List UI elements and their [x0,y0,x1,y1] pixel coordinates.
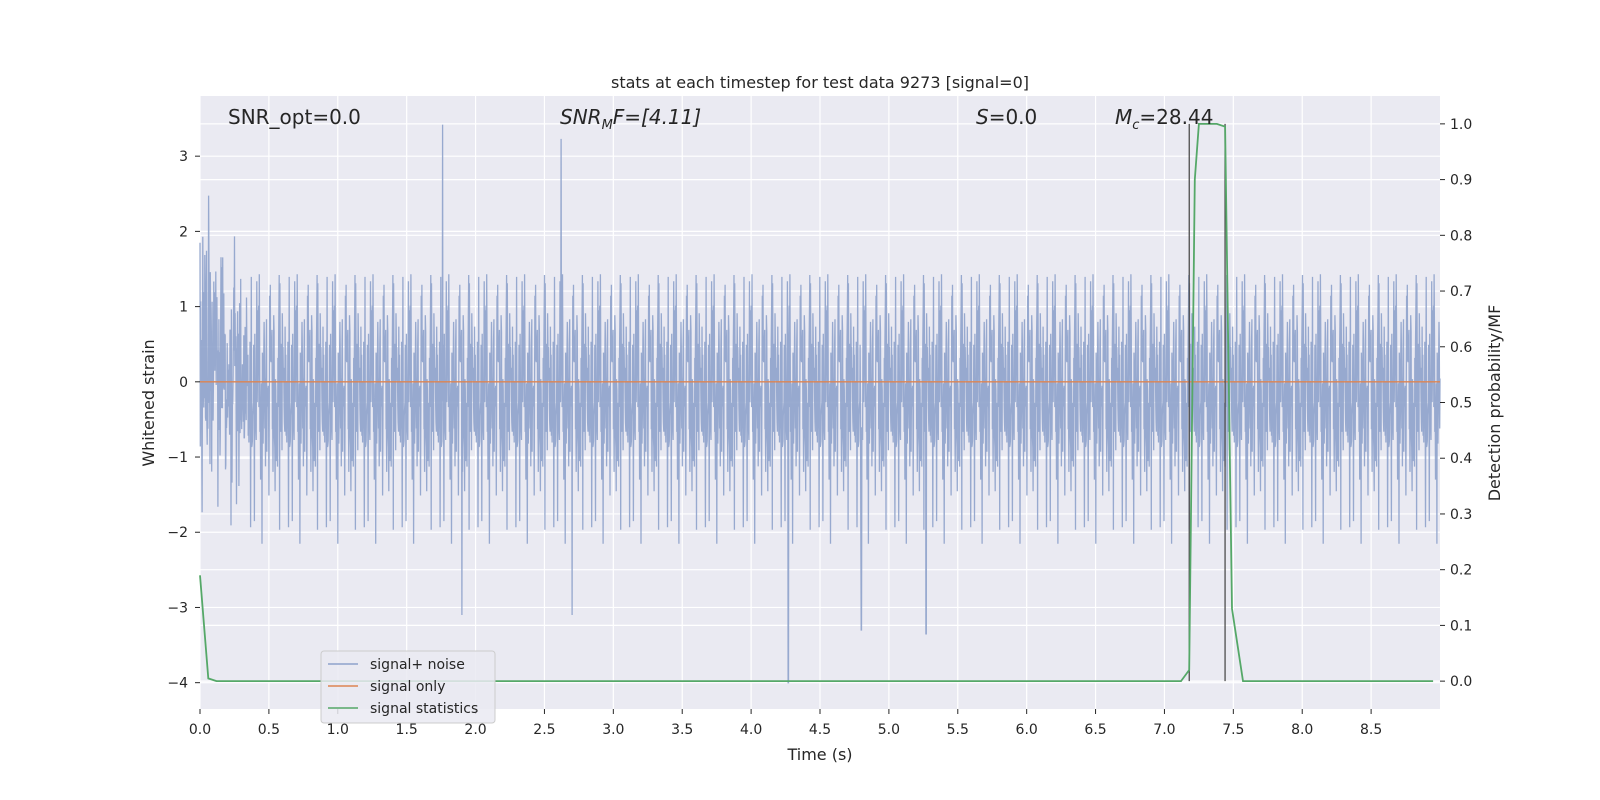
x-tick-label: 1.5 [396,722,418,738]
legend-label-signal-statistics: signal statistics [370,701,478,717]
annotation-snr-opt: SNR_opt=0.0 [228,105,361,129]
x-tick-label: 4.5 [809,722,831,738]
y-left-tick-labels: 3 2 1 0 −1 −2 −3 −4 [167,149,200,692]
y-left-tick-label: −3 [167,600,188,616]
y-left-tick-label: 3 [179,149,188,165]
x-tick-label: 0.0 [189,722,211,738]
y-left-tick-label: −1 [167,450,188,466]
x-tick-labels: 0.0 0.5 1.0 1.5 2.0 2.5 3.0 3.5 4.0 4.5 5.0 5.5 6.0 6… [189,709,1382,738]
y-right-tick-labels: 1.0 0.9 0.8 0.7 0.6 0.5 0.4 0.3 0.2 0.1 0.0 [1440,117,1472,690]
y-right-tick-label: 0.5 [1450,396,1472,412]
x-axis-label: Time (s) [786,745,852,764]
x-tick-label: 5.0 [878,722,900,738]
y-left-tick-label: 0 [179,375,188,391]
y-right-tick-label: 0.3 [1450,507,1472,523]
annotation-s: S=0.0 [976,105,1037,129]
y-right-tick-label: 0.2 [1450,563,1472,579]
y-right-tick-label: 1.0 [1450,117,1472,133]
y-right-tick-label: 0.0 [1450,674,1472,690]
x-tick-label: 7.5 [1222,722,1244,738]
x-tick-label: 8.0 [1291,722,1313,738]
x-tick-label: 5.5 [947,722,969,738]
x-tick-label: 3.0 [602,722,624,738]
y-left-tick-label: −2 [167,525,188,541]
y-right-axis-label: Detection probability/MF [1485,305,1504,502]
chart-title: stats at each timestep for test data 927… [611,73,1029,92]
y-right-tick-label: 0.7 [1450,284,1472,300]
annotation-snr-mf: SNRMF=[4.11] [560,105,701,133]
y-left-tick-label: −4 [167,676,188,692]
signal-statistics-series [199,123,1434,682]
y-right-tick-label: 0.8 [1450,228,1472,244]
signal-noise-series [199,124,1441,684]
y-right-tick-label: 0.1 [1450,618,1472,634]
legend-label-signal-noise: signal+ noise [370,657,465,673]
signal-statistics-line [199,123,1434,682]
x-tick-label: 3.5 [671,722,693,738]
y-right-tick-label: 0.9 [1450,173,1472,189]
x-tick-label: 2.0 [464,722,486,738]
x-tick-label: 6.0 [1016,722,1038,738]
y-left-tick-label: 2 [179,224,188,240]
x-tick-label: 6.5 [1084,722,1106,738]
legend-label-signal-only: signal only [370,679,445,695]
y-right-tick-label: 0.6 [1450,340,1472,356]
x-tick-label: 0.5 [258,722,280,738]
legend-box [320,650,496,724]
signal-noise-line [199,124,1441,684]
x-tick-label: 7.0 [1153,722,1175,738]
x-tick-label: 4.0 [740,722,762,738]
y-left-tick-label: 1 [179,300,188,316]
annotation-mc: Mc=28.44 [1115,105,1213,133]
legend: signal+ noise signal only signal statist… [320,650,496,724]
x-tick-label: 8.5 [1360,722,1382,738]
x-tick-label: 1.0 [327,722,349,738]
y-right-tick-label: 0.4 [1450,451,1472,467]
y-left-axis-label: Whitened strain [139,339,158,466]
x-tick-label: 2.5 [533,722,555,738]
